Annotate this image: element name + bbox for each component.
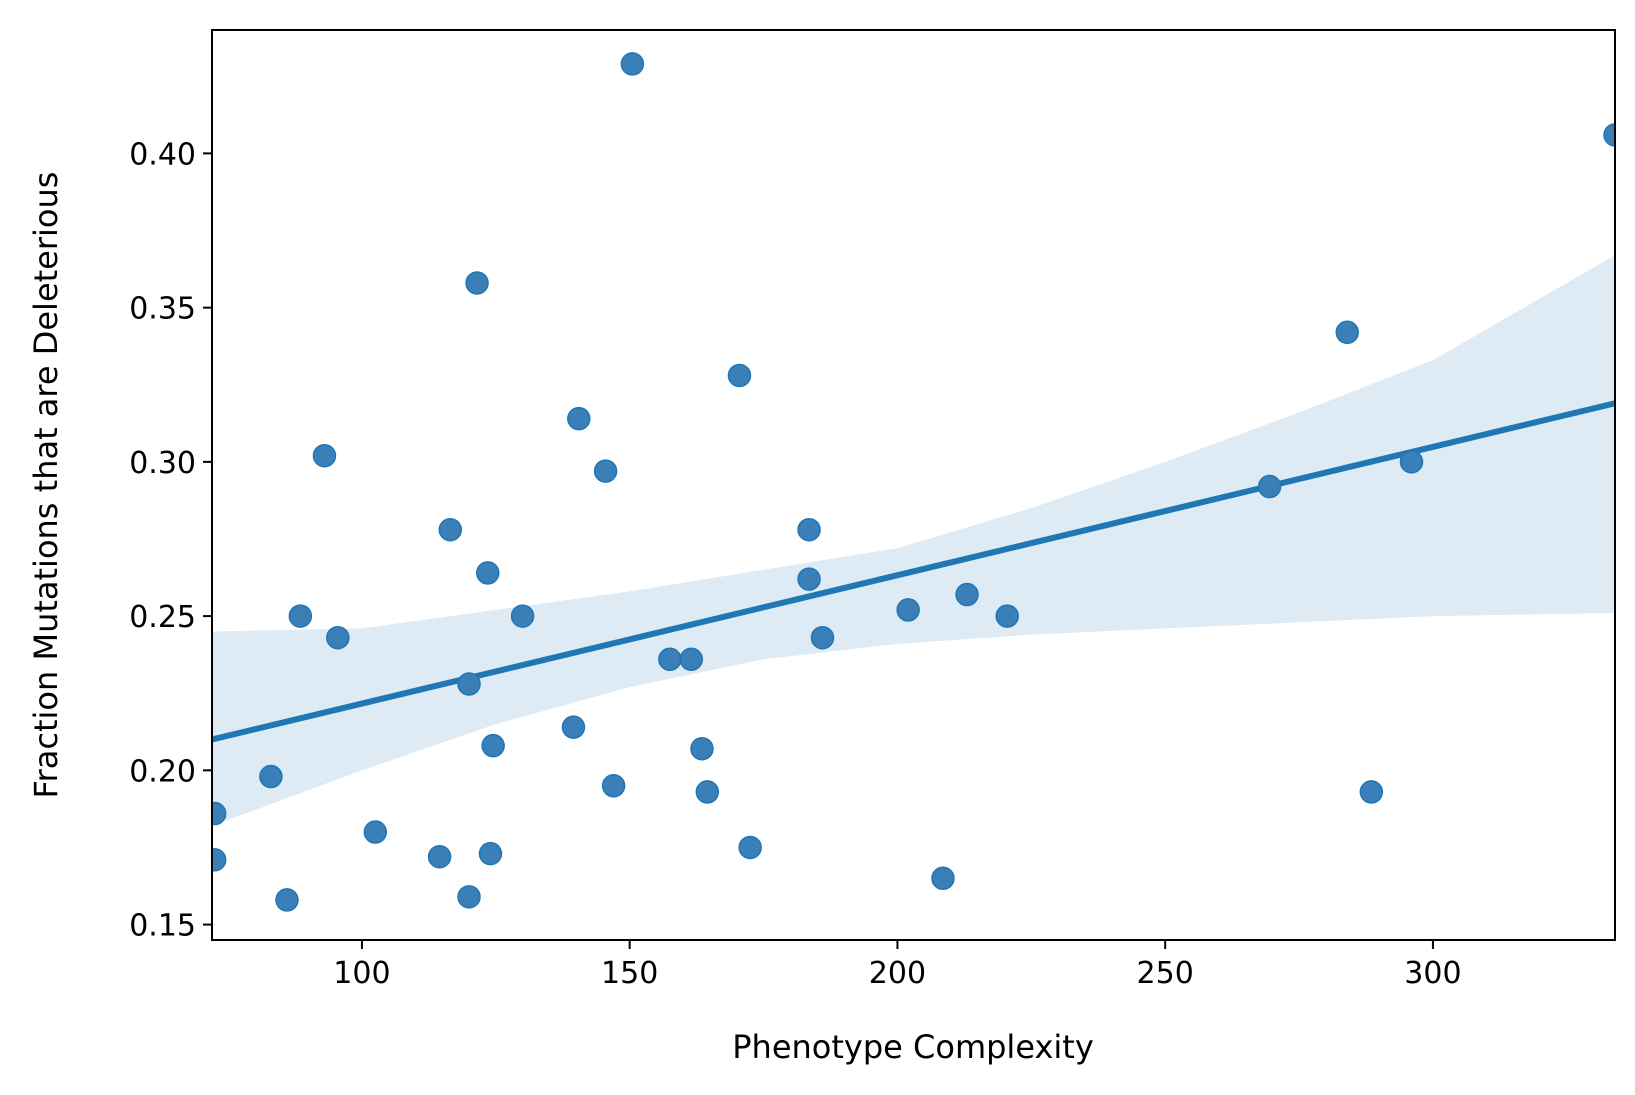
data-point [561,715,586,739]
data-point [738,835,762,860]
data-point [1335,320,1360,345]
data-point [620,52,645,76]
y-tick-label: 0.35 [129,292,196,327]
data-point [363,820,388,844]
data-point [312,443,337,468]
data-point [931,866,955,891]
data-point [896,598,920,622]
data-point [797,567,821,591]
data-point [478,841,503,866]
data-point [259,764,283,789]
x-tick-label: 100 [333,956,390,991]
regression-line [212,400,1615,743]
confidence-band [212,255,1615,826]
y-tick-label: 0.20 [129,754,196,789]
x-tick-label: 200 [869,956,926,991]
data-point [593,459,618,483]
data-point [955,582,979,607]
y-tick-label: 0.15 [129,909,196,944]
data-point [465,271,489,295]
y-axis-label: Fraction Mutations that are Deleterious [27,172,65,799]
data-point [658,647,682,672]
data-point [326,625,350,650]
data-point [457,672,481,696]
y-tick-label: 0.25 [129,600,196,635]
x-tick-label: 300 [1404,956,1461,991]
data-point [995,604,1019,628]
data-point [476,561,500,585]
plot-frame [211,29,1616,941]
data-point [679,647,704,672]
data-point [1399,450,1424,474]
x-axis-ticks: 100 150 200 250 300 [333,940,1462,991]
x-tick-label: 250 [1137,956,1194,991]
data-point [1359,780,1384,804]
data-point [601,774,626,798]
plot-area [212,52,1615,912]
data-points [212,52,1615,912]
data-point [275,888,299,912]
data-point [427,844,452,869]
data-point [797,517,821,542]
data-point [510,604,535,628]
data-point [567,406,591,431]
data-point [695,780,720,804]
y-axis-ticks: 0.15 0.20 0.25 0.30 0.35 0.40 [129,137,212,944]
y-tick-label: 0.40 [129,137,196,172]
x-tick-label: 150 [601,956,658,991]
data-point [690,736,714,761]
data-point [438,517,463,542]
data-point [727,363,752,388]
data-point [1257,474,1282,499]
data-point [1603,123,1615,147]
data-point [288,604,313,628]
data-point [457,885,481,909]
data-point [481,733,505,758]
y-tick-label: 0.30 [129,446,196,481]
x-axis-label: Phenotype Complexity [732,1028,1094,1066]
data-point [810,625,835,650]
data-point [212,801,227,826]
data-point [212,848,227,872]
